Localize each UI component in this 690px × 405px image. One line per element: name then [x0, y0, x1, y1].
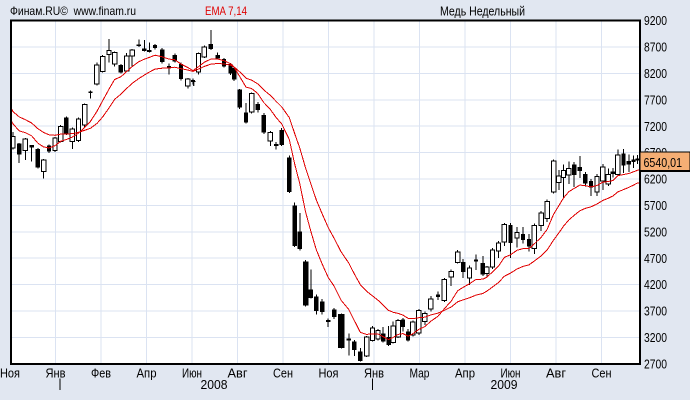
svg-text:5700: 5700 — [644, 198, 667, 213]
svg-text:т: т — [192, 78, 197, 88]
svg-text:2700: 2700 — [644, 356, 667, 371]
svg-text:9200: 9200 — [644, 13, 667, 28]
svg-text:5200: 5200 — [644, 224, 667, 239]
svg-text:2009: 2009 — [491, 378, 518, 392]
svg-text:Фев: Фев — [91, 367, 111, 381]
svg-text:Авг: Авг — [228, 367, 248, 381]
svg-text:Сен: Сен — [273, 367, 293, 381]
svg-text:Июн: Июн — [501, 367, 521, 381]
svg-text:Ноя: Ноя — [0, 367, 20, 381]
svg-text:Мар: Мар — [410, 367, 430, 381]
svg-text:EMA 7,14: EMA 7,14 — [205, 4, 247, 18]
svg-text:Апр: Апр — [137, 367, 157, 381]
svg-text:8200: 8200 — [644, 66, 667, 81]
svg-text:Апр: Апр — [455, 367, 475, 381]
svg-text:Ноя: Ноя — [319, 367, 339, 381]
svg-text:Сен: Сен — [592, 367, 612, 381]
svg-text:7700: 7700 — [644, 92, 667, 107]
svg-text:3200: 3200 — [644, 330, 667, 345]
svg-text:4700: 4700 — [644, 251, 667, 266]
svg-text:8700: 8700 — [644, 40, 667, 55]
svg-text:Авг: Авг — [546, 367, 566, 381]
svg-text:Финам.RU© www.finam.ru: Финам.RU© www.finam.ru — [10, 4, 136, 18]
svg-text:7200: 7200 — [644, 119, 667, 134]
svg-text:Июн: Июн — [182, 367, 202, 381]
svg-text:4200: 4200 — [644, 277, 667, 292]
svg-text:6200: 6200 — [644, 172, 667, 187]
svg-text:6540,01: 6540,01 — [644, 155, 683, 170]
svg-text:Янв: Янв — [46, 367, 66, 381]
svg-text:Медь Недельный: Медь Недельный — [440, 4, 525, 19]
svg-text:2008: 2008 — [201, 378, 228, 392]
svg-text:Янв: Янв — [364, 367, 384, 381]
svg-text:3700: 3700 — [644, 304, 667, 319]
